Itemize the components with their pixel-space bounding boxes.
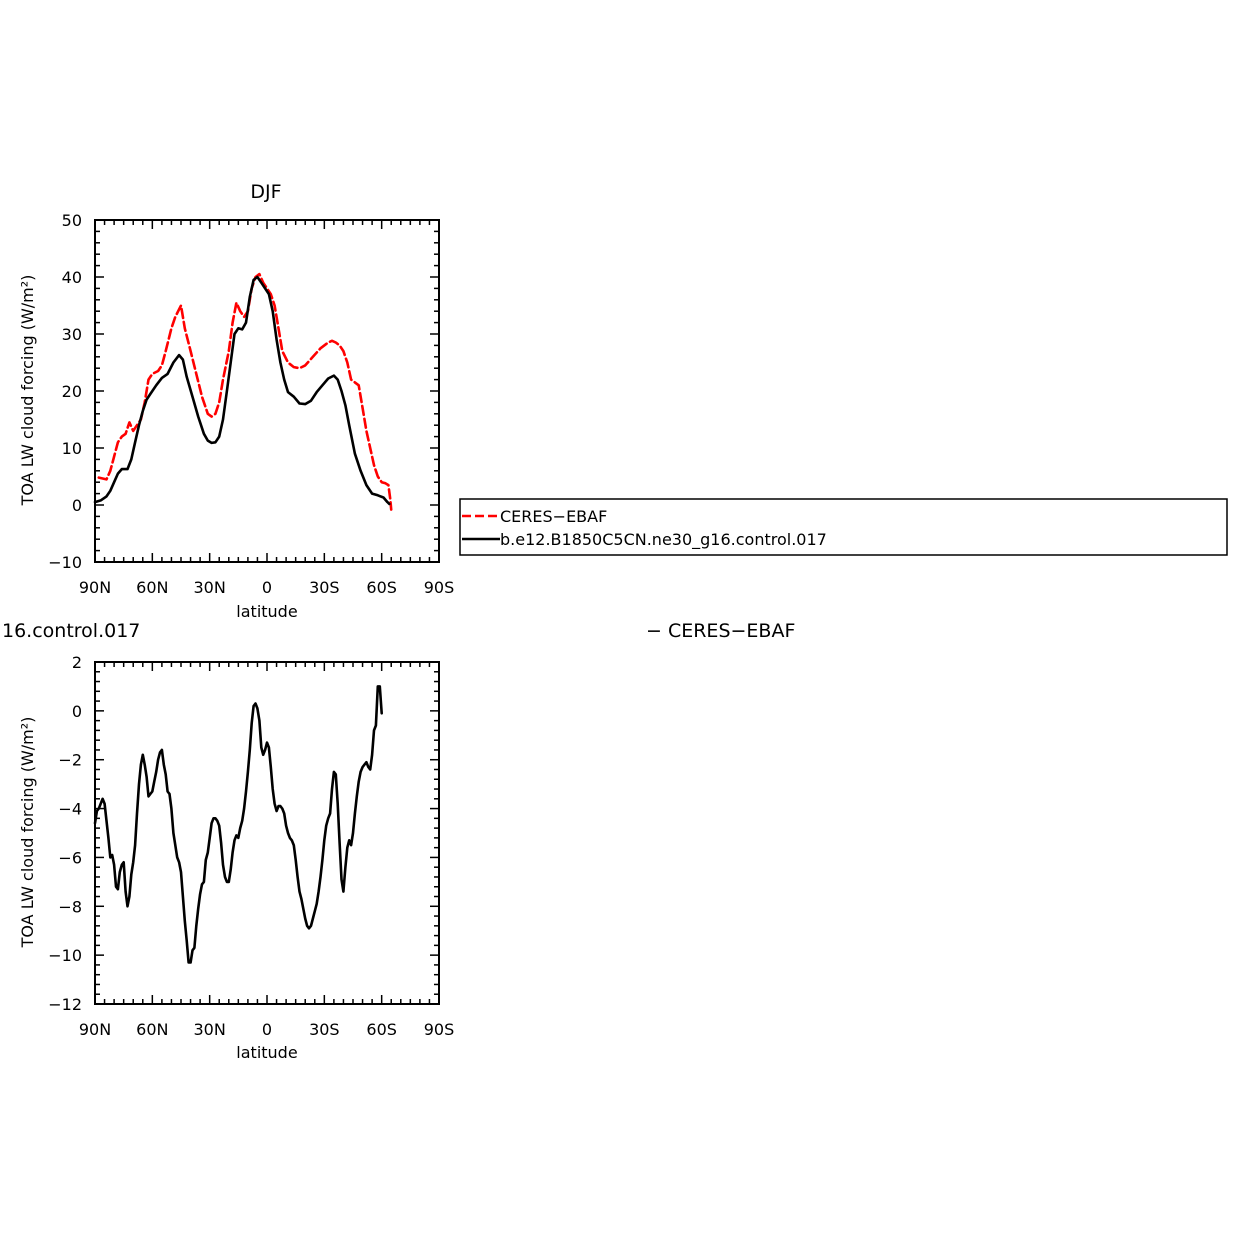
panel-top-ylabel: TOA LW cloud forcing (W/m²) [18, 275, 37, 507]
panel-bottom-title-right: − CERES−EBAF [646, 620, 795, 642]
y-tick-label: 2 [72, 653, 82, 672]
series-line-0 [97, 272, 393, 511]
x-tick-label: 60S [366, 1020, 397, 1039]
x-tick-label: 30N [194, 578, 226, 597]
legend-label-model: b.e12.B1850C5CN.ne30_g16.control.017 [500, 530, 827, 550]
y-tick-label: 50 [62, 211, 82, 230]
y-tick-label: −12 [48, 995, 82, 1014]
x-tick-label: 90N [79, 578, 111, 597]
y-tick-label: −2 [58, 751, 82, 770]
x-tick-label: 60N [136, 578, 168, 597]
y-tick-label: 40 [62, 268, 82, 287]
x-tick-label: 30S [309, 578, 340, 597]
y-tick-label: −8 [58, 897, 82, 916]
panel-bottom-title: 16.control.017 [2, 620, 140, 642]
panel-top-xlabel: latitude [236, 602, 297, 621]
y-tick-label: −4 [58, 800, 82, 819]
x-tick-label: 30S [309, 1020, 340, 1039]
x-tick-label: 90S [424, 1020, 455, 1039]
panel-bottom: 16.control.017 − CERES−EBAF 90N 60N 30N 0 30… [2, 620, 795, 1062]
panel-top-lines [93, 272, 393, 511]
plot-frame [94, 661, 440, 1005]
panel-top-axes: 90N 60N 30N 0 30S 60S 90S 50 40 30 20 10 0 −10 [48, 211, 454, 597]
legend-label-ceres: CERES−EBAF [500, 507, 607, 526]
series-line-0 [93, 685, 383, 964]
y-tick-label: 10 [62, 439, 82, 458]
panel-bottom-axes: 90N 60N 30N 0 30S 60S 90S 2 0 −2 −4 −6 −8 −10 −12 [48, 653, 454, 1039]
panel-bottom-lines [93, 685, 383, 964]
y-tick-label: −6 [58, 848, 82, 867]
x-tick-label: 0 [262, 1020, 272, 1039]
x-tick-label: 30N [194, 1020, 226, 1039]
y-tick-label: 30 [62, 325, 82, 344]
y-tick-label: −10 [48, 946, 82, 965]
y-tick-label: 0 [72, 496, 82, 515]
panel-bottom-xlabel: latitude [236, 1043, 297, 1062]
panel-top: DJF 90N 60N 30N 0 30S 60S 90S 50 40 30 20 10 0 −10 la… [18, 181, 454, 621]
panel-bottom-ylabel: TOA LW cloud forcing (W/m²) [18, 717, 37, 949]
x-tick-label: 90N [79, 1020, 111, 1039]
series-line-1 [93, 275, 391, 506]
x-tick-label: 60N [136, 1020, 168, 1039]
legend-box [459, 498, 1228, 556]
legend: CERES−EBAF b.e12.B1850C5CN.ne30_g16.cont… [459, 498, 1228, 556]
x-tick-label: 90S [424, 578, 455, 597]
y-tick-label: 20 [62, 382, 82, 401]
x-tick-label: 0 [262, 578, 272, 597]
y-tick-label: −10 [48, 553, 82, 572]
y-tick-label: 0 [72, 702, 82, 721]
panel-top-title: DJF [250, 181, 281, 203]
x-tick-label: 60S [366, 578, 397, 597]
